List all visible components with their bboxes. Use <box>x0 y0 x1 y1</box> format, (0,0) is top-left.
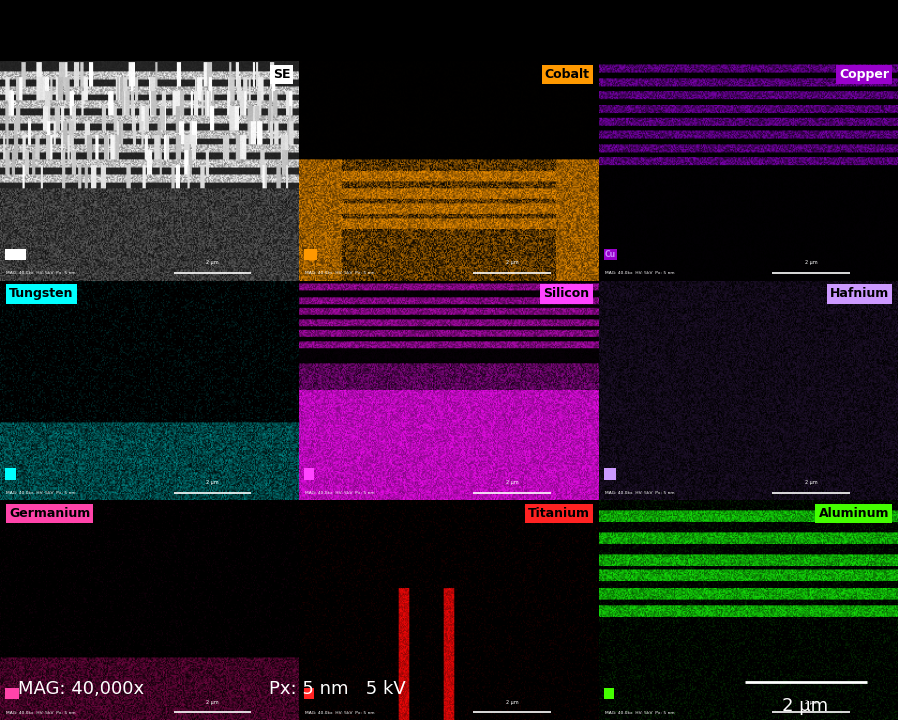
Text: Titanium: Titanium <box>528 507 590 520</box>
Text: Germanium: Germanium <box>9 507 90 520</box>
Text: MAG: 40.0kx  HV: 5kV  Px: 5 nm: MAG: 40.0kx HV: 5kV Px: 5 nm <box>305 711 374 714</box>
Text: Hafnium: Hafnium <box>830 287 889 300</box>
Text: MAG: 40.0kx  HV: 5kV  Px: 5 nm: MAG: 40.0kx HV: 5kV Px: 5 nm <box>604 271 674 275</box>
Text: Ge: Ge <box>6 689 17 698</box>
Text: MAG: 40.0kx  HV: 5kV  Px: 5 nm: MAG: 40.0kx HV: 5kV Px: 5 nm <box>6 271 75 275</box>
Text: Cobalt: Cobalt <box>545 68 590 81</box>
Text: W: W <box>6 469 14 478</box>
Text: Cu: Cu <box>604 250 616 258</box>
Text: Tungsten: Tungsten <box>9 287 74 300</box>
Text: 2 μm: 2 μm <box>506 261 518 266</box>
Text: Co: Co <box>305 250 316 258</box>
Text: 2 μm: 2 μm <box>805 480 817 485</box>
Text: Px: 5 nm   5 kV: Px: 5 nm 5 kV <box>269 680 406 698</box>
Text: 2 μm: 2 μm <box>805 700 817 705</box>
Text: Silicon: Silicon <box>543 287 590 300</box>
Text: MAG: 40.0kx  HV: 5kV  Px: 5 nm: MAG: 40.0kx HV: 5kV Px: 5 nm <box>6 711 75 714</box>
Text: 2 μm: 2 μm <box>506 700 518 705</box>
Text: MAG: 40.0kx  HV: 5kV  Px: 5 nm: MAG: 40.0kx HV: 5kV Px: 5 nm <box>305 271 374 275</box>
Text: MAG: 40.0kx  HV: 5kV  Px: 5 nm: MAG: 40.0kx HV: 5kV Px: 5 nm <box>6 491 75 495</box>
Text: SE: SE <box>273 68 290 81</box>
Text: 2 μm: 2 μm <box>782 697 829 715</box>
Text: Si: Si <box>305 469 313 478</box>
Text: Hf: Hf <box>604 469 614 478</box>
Text: Ch 1: Ch 1 <box>6 250 25 258</box>
Text: MAG: 40.0kx  HV: 5kV  Px: 5 nm: MAG: 40.0kx HV: 5kV Px: 5 nm <box>604 711 674 714</box>
Text: MAG: 40.0kx  HV: 5kV  Px: 5 nm: MAG: 40.0kx HV: 5kV Px: 5 nm <box>604 491 674 495</box>
Text: 2 μm: 2 μm <box>506 480 518 485</box>
Text: MAG: 40,000x: MAG: 40,000x <box>18 680 144 698</box>
Text: 2 μm: 2 μm <box>207 480 219 485</box>
Text: 2 μm: 2 μm <box>207 700 219 705</box>
Text: 2 μm: 2 μm <box>207 261 219 266</box>
Text: MAG: 40.0kx  HV: 5kV  Px: 5 nm: MAG: 40.0kx HV: 5kV Px: 5 nm <box>305 491 374 495</box>
Text: 2 μm: 2 μm <box>805 261 817 266</box>
Text: Ti: Ti <box>305 689 313 698</box>
Text: Copper: Copper <box>839 68 889 81</box>
Text: Aluminum: Aluminum <box>818 507 889 520</box>
Text: Al: Al <box>604 689 613 698</box>
